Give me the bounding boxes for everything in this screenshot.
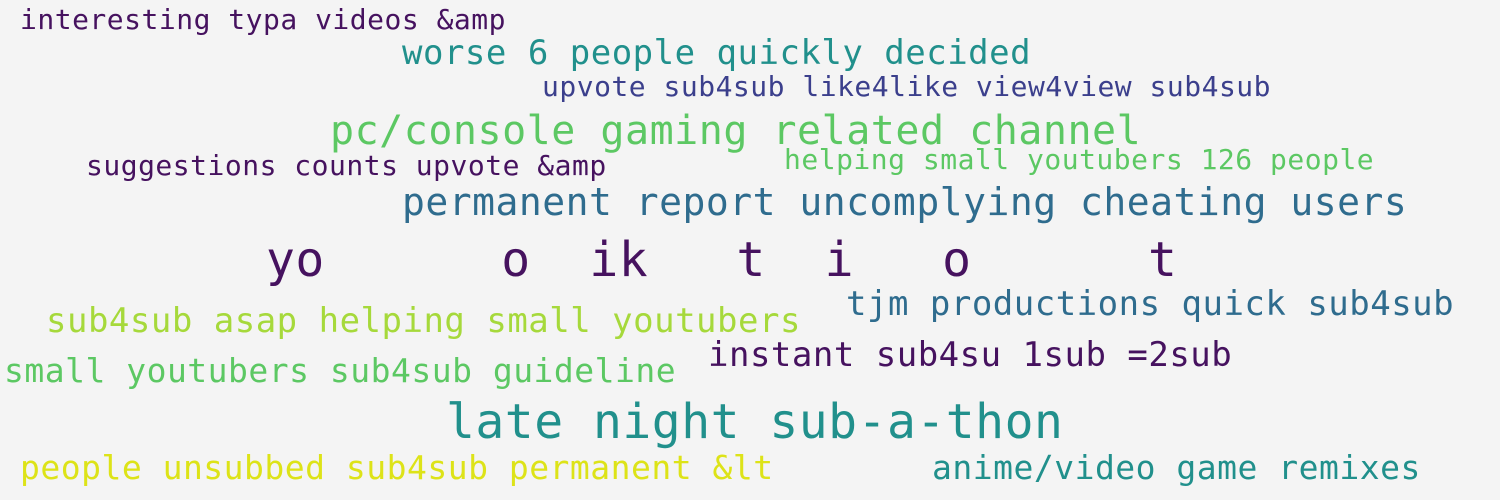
word-cloud-phrase: late night sub-a-thon: [446, 394, 1064, 450]
word-cloud-phrase: yo o ik t i o t: [266, 232, 1178, 288]
word-cloud-phrase: small youtubers sub4sub guideline: [4, 351, 677, 390]
word-cloud-phrase: worse 6 people quickly decided: [402, 33, 1032, 73]
word-cloud-phrase: anime/video game remixes: [932, 448, 1421, 487]
word-cloud-phrase: upvote sub4sub like4like view4view sub4s…: [542, 70, 1272, 103]
word-cloud-phrase: suggestions counts upvote &amp: [86, 149, 607, 182]
word-cloud-phrase: sub4sub asap helping small youtubers: [46, 301, 801, 341]
word-cloud-phrase: permanent report uncomplying cheating us…: [402, 180, 1408, 224]
word-cloud-phrase: tjm productions quick sub4sub: [846, 284, 1455, 324]
word-cloud-phrase: interesting typa videos &amp: [20, 3, 507, 36]
word-cloud-phrase: instant sub4su 1sub =2sub: [708, 335, 1233, 375]
word-cloud-phrase: pc/console gaming related channel: [330, 108, 1142, 154]
word-cloud-phrase: helping small youtubers 126 people: [784, 143, 1375, 176]
word-cloud-phrase: people unsubbed sub4sub permanent &lt: [20, 448, 774, 487]
